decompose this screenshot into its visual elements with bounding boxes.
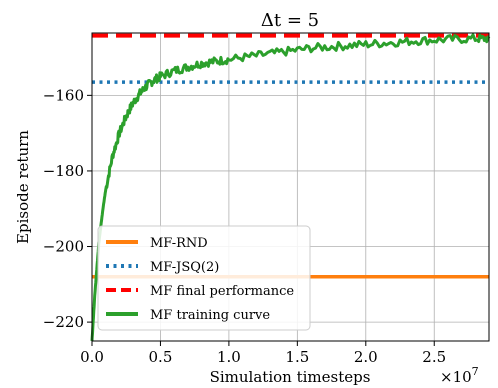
- legend-box: [97, 225, 311, 331]
- y-tick-label: −180: [43, 162, 84, 180]
- x-scale-label: ×107: [440, 365, 479, 386]
- legend-label: MF final performance: [150, 284, 294, 299]
- legend-label: MF-RND: [150, 236, 208, 251]
- legend: MF-RND MF-JSQ(2) MF final performance MF tr…: [97, 225, 311, 331]
- x-tick-label: 1.0: [217, 348, 241, 366]
- y-tick-label: −220: [43, 313, 84, 331]
- legend-label: MF training curve: [150, 308, 270, 323]
- x-tick-label: 0.0: [80, 348, 104, 366]
- plot-frame: [91, 32, 490, 342]
- series-line-mf-training-curve: [90, 33, 491, 342]
- x-tick-label: 1.5: [285, 348, 309, 366]
- chart-title: Δt = 5: [261, 10, 319, 31]
- x-tick-label: 0.5: [149, 348, 173, 366]
- x-scale-exponent: 7: [472, 365, 479, 378]
- y-tick-label: −160: [43, 86, 84, 104]
- legend-label: MF-JSQ(2): [150, 260, 219, 275]
- y-tick-label: −200: [43, 238, 84, 256]
- x-scale-base: ×10: [440, 368, 472, 386]
- x-tick-label: 2.0: [354, 348, 378, 366]
- x-axis-label: Simulation timesteps: [210, 368, 371, 386]
- x-tick-label: 2.5: [422, 348, 446, 366]
- ticks: 0.0 0.5 1.0 1.5 2.0 2.5 −220 −200 −180 −160: [43, 86, 446, 366]
- y-axis-label: Episode return: [14, 130, 32, 244]
